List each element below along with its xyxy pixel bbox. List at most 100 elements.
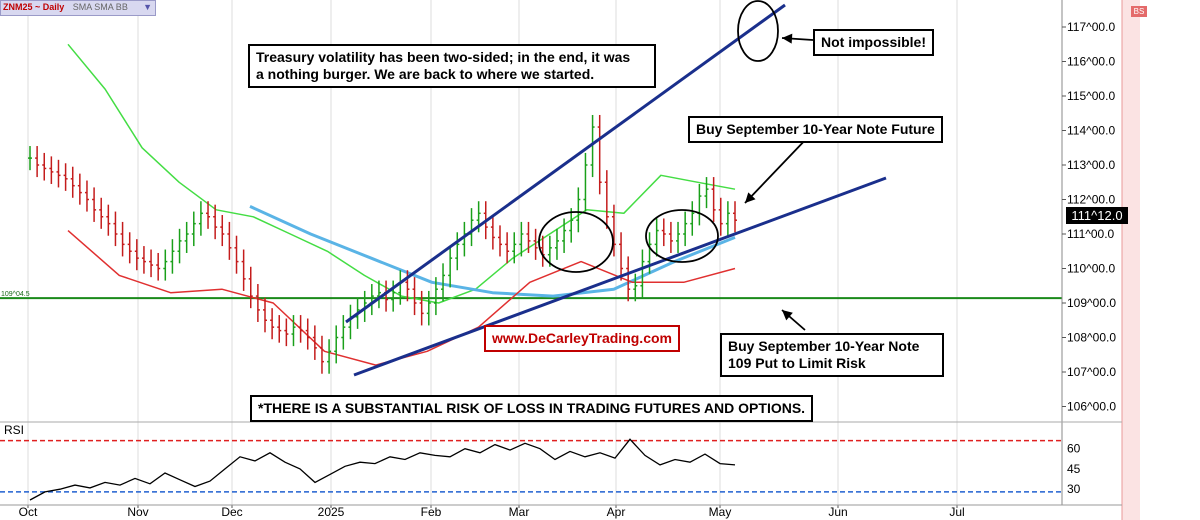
price-bar — [305, 318, 310, 350]
annotation-not-impossible: Not impossible! — [813, 29, 935, 56]
price-bar — [84, 180, 89, 212]
price-bar — [99, 197, 104, 229]
price-bar — [661, 218, 666, 247]
price-bar — [611, 204, 616, 257]
price-bar — [248, 266, 253, 309]
price-bar — [519, 221, 524, 257]
last-price-badge: 111^12.0 — [1066, 207, 1128, 224]
dropdown-arrow-icon[interactable]: ▼ — [143, 2, 152, 12]
price-tick-label: 115^00.0 — [1067, 89, 1115, 103]
price-bar — [718, 197, 723, 236]
time-tick-label: Mar — [509, 505, 530, 519]
rsi-tick-label: 60 — [1067, 442, 1081, 456]
price-bar — [526, 221, 531, 253]
price-bar — [455, 232, 460, 271]
price-bar — [234, 235, 239, 274]
annotation-buy-put: Buy September 10-Year Note 109 Put to Li… — [720, 333, 944, 377]
price-bar — [149, 249, 154, 278]
time-tick-label: May — [709, 505, 732, 519]
price-bar — [156, 252, 161, 281]
price-bar — [92, 187, 97, 222]
time-tick-label: Dec — [221, 505, 242, 519]
price-bar — [28, 146, 32, 171]
price-bar — [547, 235, 552, 267]
price-bar — [376, 280, 381, 309]
arrow-buy-put — [781, 309, 806, 331]
risk-disclaimer: *THERE IS A SUBSTANTIAL RISK OF LOSS IN … — [250, 395, 814, 422]
lower-trendline — [353, 176, 887, 377]
highlight-ellipse-march — [538, 211, 614, 273]
price-bar — [654, 218, 659, 257]
price-bar — [512, 232, 517, 264]
price-bar — [319, 335, 324, 374]
price-bar — [668, 221, 673, 253]
price-bar — [576, 187, 581, 233]
price-bar — [348, 304, 353, 340]
annotation-buy-future: Buy September 10-Year Note Future — [688, 116, 943, 143]
price-bar — [70, 166, 75, 198]
price-bar — [683, 211, 688, 247]
price-bar — [341, 315, 346, 350]
time-tick-label: Jun — [828, 505, 847, 519]
price-bar — [498, 225, 502, 257]
price-bar — [369, 284, 374, 316]
price-bar — [241, 249, 246, 291]
price-bar — [134, 239, 139, 271]
price-bar — [277, 315, 282, 343]
price-bar — [220, 215, 225, 247]
arrow-buy-future — [744, 134, 811, 204]
price-tick-label: 114^00.0 — [1067, 124, 1115, 138]
price-bar — [433, 277, 438, 316]
arrow-head — [745, 192, 756, 203]
website-link[interactable]: www.DeCarleyTrading.com — [484, 325, 680, 352]
price-tick-label: 110^00.0 — [1067, 262, 1115, 276]
price-bar — [490, 215, 495, 250]
price-bar — [120, 221, 125, 257]
price-bar — [597, 114, 602, 195]
price-bar — [312, 325, 317, 360]
arrow-not-impossible — [781, 33, 814, 44]
price-tick-label: 117^00.0 — [1067, 20, 1115, 34]
arrow-head — [782, 310, 793, 321]
price-bar — [291, 315, 296, 347]
price-bar — [263, 297, 267, 333]
price-bar — [441, 263, 446, 302]
price-bar — [177, 228, 182, 264]
price-bar — [56, 159, 61, 188]
price-bar — [384, 280, 389, 312]
highlight-ellipse-april — [645, 209, 719, 263]
price-bar — [569, 208, 574, 243]
rsi-label: RSI — [4, 423, 25, 437]
time-tick-label: Jul — [949, 505, 964, 519]
price-bar — [255, 284, 260, 322]
rsi-tick-label: 45 — [1067, 462, 1081, 476]
price-tick-label: 108^00.0 — [1067, 331, 1116, 345]
bs-badge[interactable]: BS — [1131, 6, 1147, 17]
price-bar — [725, 201, 730, 236]
price-bar — [448, 246, 453, 288]
price-bar — [198, 201, 203, 236]
price-bar — [619, 232, 624, 281]
price-tick-label: 106^00.0 — [1067, 400, 1116, 414]
price-tick-label: 116^00.0 — [1067, 55, 1115, 69]
highlight-ellipse-target — [737, 0, 779, 62]
price-bar — [626, 256, 631, 302]
price-tick-label: 111^00.0 — [1067, 227, 1115, 241]
price-bar — [298, 315, 303, 343]
price-bar — [391, 280, 396, 312]
indicator-line — [249, 205, 736, 298]
price-bar — [697, 183, 702, 226]
price-bar — [711, 177, 716, 222]
price-bar — [562, 218, 567, 253]
time-tick-label: 2025 — [318, 505, 345, 519]
price-bar — [398, 270, 403, 305]
time-tick-label: Oct — [19, 505, 38, 519]
chart-header: ZNM25 ~ Daily SMA SMA BB ▼ — [0, 0, 156, 16]
rsi-tick-label: 30 — [1067, 482, 1081, 496]
price-bar — [184, 221, 189, 253]
price-bar — [284, 318, 289, 347]
price-bar — [704, 177, 709, 209]
price-bar — [676, 221, 681, 253]
